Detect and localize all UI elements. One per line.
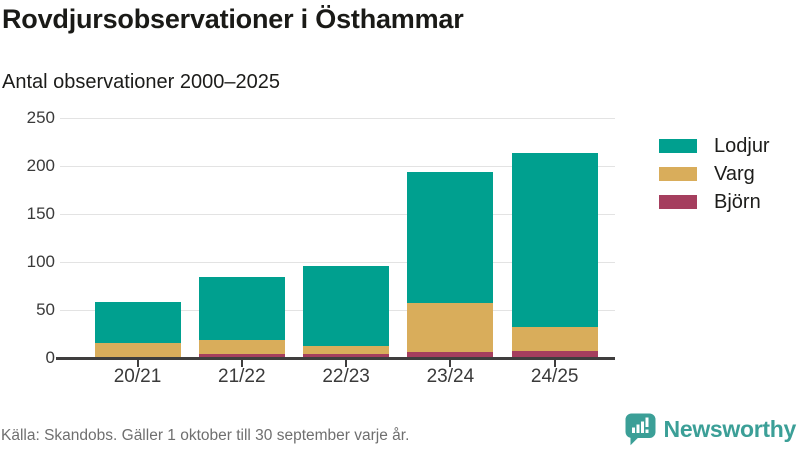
newsworthy-wordmark: Newsworthy bbox=[663, 416, 797, 442]
bjorn-swatch bbox=[659, 195, 697, 209]
bar-segment-varg bbox=[94, 342, 181, 358]
axis-tick bbox=[136, 360, 139, 367]
axis-tick bbox=[345, 360, 348, 367]
legend-label: Björn bbox=[714, 191, 761, 213]
bar-segment-varg bbox=[511, 327, 598, 352]
bar-segment-varg bbox=[198, 339, 285, 355]
bar-segment-lodjur bbox=[198, 277, 285, 340]
newsworthy-logo: Newsworthy bbox=[625, 413, 796, 446]
legend-item-varg: Varg bbox=[659, 160, 770, 188]
lodjur-swatch bbox=[659, 139, 697, 153]
y-axis-label: 200 bbox=[26, 156, 55, 175]
bar-segment-lodjur bbox=[511, 152, 598, 328]
y-axis-label: 50 bbox=[36, 300, 55, 319]
gridline bbox=[60, 214, 615, 215]
legend-label: Lodjur bbox=[714, 135, 770, 157]
legend-label: Varg bbox=[714, 163, 755, 185]
source-note: Källa: Skandobs. Gäller 1 oktober till 3… bbox=[1, 427, 410, 444]
y-axis-label: 100 bbox=[26, 252, 55, 271]
bar-segment-varg bbox=[407, 303, 494, 353]
x-axis-label: 21/22 bbox=[218, 366, 266, 387]
gridline bbox=[60, 262, 615, 263]
axis-tick bbox=[553, 360, 556, 367]
gridline bbox=[60, 118, 615, 119]
x-axis-label: 20/21 bbox=[113, 366, 162, 387]
varg-swatch bbox=[659, 167, 697, 181]
y-axis-label: 150 bbox=[26, 204, 55, 223]
x-axis-label: 22/23 bbox=[322, 366, 370, 387]
newsworthy-icon bbox=[625, 413, 656, 446]
bar-segment-lodjur bbox=[407, 171, 494, 304]
axis-baseline bbox=[56, 357, 615, 360]
bar-segment-lodjur bbox=[303, 265, 390, 346]
gridline bbox=[60, 166, 615, 167]
bar-segment-björn bbox=[407, 352, 494, 358]
axis-tick bbox=[449, 360, 452, 367]
legend-item-lodjur: Lodjur bbox=[659, 132, 770, 160]
bar-segment-björn bbox=[198, 354, 285, 358]
x-axis-label: 23/24 bbox=[426, 366, 475, 387]
y-axis-label: 250 bbox=[26, 108, 55, 127]
axis-tick bbox=[240, 360, 243, 367]
bar-segment-varg bbox=[303, 345, 390, 355]
x-axis-label: 24/25 bbox=[530, 366, 579, 387]
page-title: Rovdjursobservationer i Östhammar bbox=[2, 4, 464, 34]
bar-segment-lodjur bbox=[94, 302, 181, 343]
bar-segment-björn bbox=[511, 351, 598, 358]
chart-subtitle: Antal observationer 2000–2025 bbox=[2, 71, 280, 93]
legend: Lodjur Varg Björn bbox=[659, 132, 770, 216]
bar-segment-björn bbox=[303, 354, 390, 358]
y-axis-label: 0 bbox=[45, 348, 55, 367]
legend-item-bjorn: Björn bbox=[659, 188, 770, 216]
